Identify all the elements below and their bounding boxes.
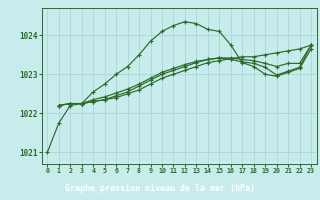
Text: Graphe pression niveau de la mer (hPa): Graphe pression niveau de la mer (hPa)	[65, 184, 255, 193]
